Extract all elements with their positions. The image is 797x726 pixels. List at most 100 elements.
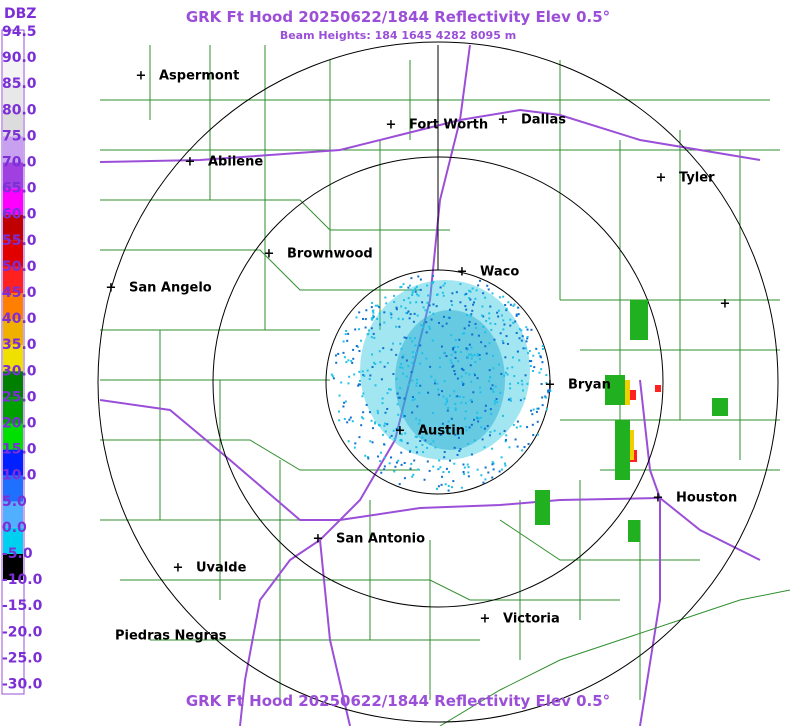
echo-pixel (338, 394, 341, 397)
echo-pixel (411, 340, 414, 343)
echo-pixel (428, 469, 431, 472)
echo-pixel (464, 372, 467, 375)
echo-pixel (548, 388, 551, 391)
echo-pixel (457, 436, 460, 439)
echo-pixel (477, 284, 480, 287)
echo-pixel (407, 365, 410, 368)
echo-pixel (539, 355, 542, 358)
echo-pixel (343, 401, 346, 404)
echo-pixel (439, 366, 442, 369)
echo-pixel (480, 341, 483, 344)
echo-pixel (497, 309, 500, 312)
echo-pixel (366, 456, 369, 459)
echo-pixel (358, 383, 361, 386)
echo-pixel (443, 451, 446, 454)
echo-pixel (412, 320, 415, 323)
echo-pixel (331, 375, 334, 378)
echo-pixel (477, 334, 480, 337)
echo-pixel (495, 398, 498, 401)
echo-pixel (466, 463, 469, 466)
city-marker: + (656, 171, 667, 186)
legend-swatch (3, 214, 23, 241)
echo-pixel (380, 378, 383, 381)
echo-pixel (442, 315, 445, 318)
echo-pixel (386, 423, 389, 426)
echo-pixel (376, 409, 379, 412)
echo-pixel (425, 321, 428, 324)
legend-label: 70.0 (2, 155, 37, 171)
echo-pixel (491, 388, 494, 391)
echo-pixel (409, 337, 412, 340)
echo-pixel (414, 337, 417, 340)
echo-pixel (452, 480, 455, 483)
echo-pixel (471, 333, 474, 336)
echo-pixel (436, 382, 439, 385)
echo-pixel (442, 284, 445, 287)
echo-pixel (352, 357, 355, 360)
echo-pixel (371, 441, 374, 444)
legend-label: -30.0 (2, 677, 43, 693)
echo-pixel (462, 369, 465, 372)
echo-pixel (409, 467, 412, 470)
echo-pixel (367, 329, 370, 332)
echo-pixel (466, 314, 469, 317)
echo-pixel (346, 339, 349, 342)
echo-pixel (411, 351, 414, 354)
echo-pixel (342, 405, 345, 408)
echo-pixel (464, 402, 467, 405)
echo-pixel (384, 422, 387, 425)
echo-pixel (411, 399, 414, 402)
echo-pixel (485, 352, 488, 355)
echo-pixel (407, 383, 410, 386)
echo-pixel (442, 294, 445, 297)
echo-pixel (489, 305, 492, 308)
echo-pixel (454, 433, 457, 436)
echo-pixel (398, 325, 401, 328)
legend-label: 60.0 (2, 207, 37, 223)
echo-pixel (417, 275, 420, 278)
echo-pixel (404, 307, 407, 310)
echo-pixel (405, 375, 408, 378)
echo-pixel (450, 362, 453, 365)
echo-pixel (499, 332, 502, 335)
echo-pixel (476, 354, 479, 357)
echo-pixel (431, 274, 434, 277)
echo-pixel (517, 306, 520, 309)
echo-pixel (491, 476, 494, 479)
legend-frame (1, 29, 25, 695)
cities: + + Aspermont + Fort Worth + Dallas + Abilene + Ty… (106, 69, 738, 644)
city-label: Austin (418, 424, 465, 439)
echo-pixel (501, 339, 504, 342)
legend-swatch (3, 475, 23, 502)
echo-pixel (474, 297, 477, 300)
echo-pixel (515, 313, 518, 316)
echo-pixel (343, 356, 346, 359)
echo-pixel (381, 397, 384, 400)
city-marker: + (136, 69, 147, 84)
echo-pixel (509, 324, 512, 327)
echo-pixel (379, 451, 382, 454)
legend-swatch (3, 397, 23, 424)
echo-pixel (400, 451, 403, 454)
city-marker: + (498, 113, 509, 128)
echo-pixel (371, 427, 374, 430)
echo-pixel (530, 328, 533, 331)
echo-pixel (413, 398, 416, 401)
echo-pixel (509, 387, 512, 390)
echo-pixel (383, 443, 386, 446)
echo-pixel (459, 301, 462, 304)
echo-pixel (468, 320, 471, 323)
echo-pixel (342, 351, 345, 354)
echo-pixel (509, 382, 512, 385)
echo-pixel (408, 317, 411, 320)
echo-pixel (440, 345, 443, 348)
echo-pixel (507, 301, 510, 304)
echo-pixel (444, 483, 447, 486)
legend-swatch (3, 580, 23, 607)
echo-pixel (536, 433, 539, 436)
echo-pixel (494, 400, 497, 403)
echo-pixel (344, 333, 347, 336)
echo-pixel (509, 303, 512, 306)
echo-pixel (454, 408, 457, 411)
echo-pixel (390, 456, 393, 459)
